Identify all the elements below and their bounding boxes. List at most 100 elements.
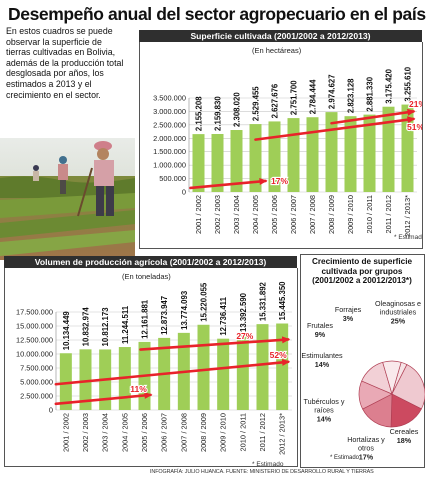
chart2-title: Volumen de producción agrícola (2001/200… (4, 256, 297, 268)
chart1-value-label: 2.529.455 (252, 86, 261, 121)
chart2-bar (59, 353, 72, 410)
chart2-x-tick: 2007 / 2008 (179, 413, 188, 452)
chart2-x-tick: 2012 / 2013* (278, 413, 287, 455)
chart1-arrow-21 (330, 110, 415, 125)
chart1-x-tick: 2009 / 2010 (346, 195, 355, 234)
chart2-y-tick: 2.500.000 (20, 392, 53, 401)
chart1-y-tick: 2.500.000 (153, 120, 186, 129)
chart2-x-tick: 2008 / 2009 (199, 413, 208, 452)
chart1-value-label: 2.308.020 (233, 92, 242, 127)
chart1-x-tick: 2007 / 2008 (308, 195, 317, 234)
chart1-y-tick: 1.500.000 (153, 147, 186, 156)
chart1-bar (382, 106, 395, 192)
farm-workers-photo (0, 138, 135, 260)
chart1-y-tick: 1.000.000 (153, 161, 186, 170)
chart1-bar (401, 104, 414, 192)
chart1-bar (192, 134, 205, 192)
chart1-x-tick: 2003 / 2004 (232, 195, 241, 234)
chart2-arrow-52 (54, 360, 290, 386)
chart2-value-label: 15.445.350 (278, 281, 287, 321)
chart1-value-label: 2.627.676 (271, 83, 280, 118)
chart1-y-tick: 3.500.000 (153, 94, 186, 103)
chart2-bar (79, 349, 92, 410)
chart1-value-label: 2.751.700 (290, 80, 299, 115)
chart2-arrow-11-head (144, 391, 153, 399)
chart2-y-tick: 5.000.000 (20, 378, 53, 387)
intro-text: En estos cuadros se puede observar la su… (6, 26, 124, 100)
chart1-value-label: 2.974.627 (328, 74, 337, 109)
chart1-bar (268, 121, 281, 192)
chart2-x-tick: 2011 / 2012 (258, 413, 267, 452)
chart2-y-tick: 15.000.000 (16, 322, 53, 331)
pie-slice (382, 360, 402, 396)
chart2-x-tick: 2004 / 2005 (120, 413, 129, 452)
chart2-arrow-11 (54, 393, 152, 406)
chart1-unit: (En hectáreas) (252, 46, 302, 55)
chart2-unit: (En toneladas) (122, 272, 171, 281)
chart1-value-label: 3.255.610 (404, 66, 413, 101)
chart2-bar (236, 335, 249, 410)
chart1-bar (325, 112, 338, 192)
chart2-x-tick: 2005 / 2006 (140, 413, 149, 452)
chart2-bar (256, 324, 269, 410)
chart1-bar (211, 133, 224, 192)
chart2-value-label: 15.220.055 (200, 282, 209, 322)
chart2-value-label: 10.812.173 (101, 307, 110, 347)
chart2-arrow-52-head (281, 358, 291, 366)
chart1-y-tick: 500.000 (159, 174, 186, 183)
chart1-y-tick: 0 (182, 188, 186, 197)
chart1-arrow-17-head (259, 178, 268, 186)
chart1-value-label: 3.175.420 (385, 68, 394, 103)
chart1-bar (230, 130, 243, 192)
chart1-bar (249, 124, 262, 192)
chart2-footnote: * Estimado (252, 461, 284, 466)
chart1-y-tick: 2.000.000 (153, 134, 186, 143)
chart1-x-tick: 2012 / 2013* (403, 195, 412, 237)
chart1-y-tick: 3.000.000 (153, 107, 186, 116)
chart1-x-tick: 2002 / 2003 (213, 195, 222, 234)
chart3-title: Crecimiento de superficie cultivada por … (311, 257, 413, 286)
chart1-arrow-51 (254, 117, 415, 141)
chart1-value-label: 2.823.128 (347, 78, 356, 113)
chart1-x-tick: 2011 / 2012 (384, 195, 393, 234)
pie-label: Cereales 18% (390, 427, 419, 445)
credit-line: INFOGRAFÍA: JULIO HUANCA. FUENTE: MINIST… (150, 469, 374, 475)
pie-label: Hortalizas y otros 17% (347, 435, 385, 462)
pie-label: Estimulantes 14% (301, 351, 343, 369)
chart1-value-label: 2.159.830 (214, 96, 223, 131)
chart1-title: Superficie cultivada (2001/2002 a 2012/2… (139, 30, 422, 42)
chart1-bar (363, 114, 376, 192)
chart2-y-tick: 17.500.000 (16, 308, 53, 317)
chart2-arrow-27-head (281, 336, 291, 344)
chart1-arrow-51-head (407, 116, 416, 124)
chart1-value-label: 2.155.208 (195, 96, 204, 131)
pie-label: Frutales 9% (307, 321, 333, 339)
chart2-value-label: 10.134.449 (62, 311, 71, 351)
chart2-value-label: 12.873.947 (160, 296, 169, 335)
chart2-value-label: 13.774.093 (180, 290, 189, 330)
chart2-bar (217, 338, 230, 410)
chart1-bar (306, 117, 319, 192)
chart2-annotation-52: 52% (270, 350, 287, 360)
chart1-value-label: 2.784.444 (309, 79, 318, 114)
chart2-x-tick: 2002 / 2003 (81, 413, 90, 452)
chart1-bar (344, 116, 357, 192)
chart2-bar (197, 324, 210, 410)
chart2-value-label: 12.161.881 (141, 299, 150, 339)
pie-label: Forrajes 3% (335, 305, 362, 323)
chart2-frame (4, 268, 298, 467)
chart1-arrow-17 (189, 179, 267, 190)
pie-label: Oleaginosas e industriales 25% (375, 299, 421, 326)
chart2-value-label: 11.244.511 (121, 305, 130, 344)
chart1-annotation-51: 51% (407, 122, 422, 132)
chart1-x-tick: 2005 / 2006 (270, 195, 279, 234)
chart2-svg: 0 2.500.000 5.000.000 7.500.000 10.000.000 12… (16, 281, 292, 466)
chart2-x-tick: 2010 / 2011 (238, 413, 247, 452)
chart2-y-tick: 7.500.000 (20, 364, 53, 373)
chart2-value-label: 12.736.411 (219, 296, 228, 335)
chart1-x-tick: 2010 / 2011 (365, 195, 374, 234)
chart1-x-tick: 2006 / 2007 (289, 195, 298, 234)
chart2-x-tick: 2009 / 2010 (219, 413, 228, 452)
pie-label: Tubérculos y raíces 14% (304, 397, 345, 424)
